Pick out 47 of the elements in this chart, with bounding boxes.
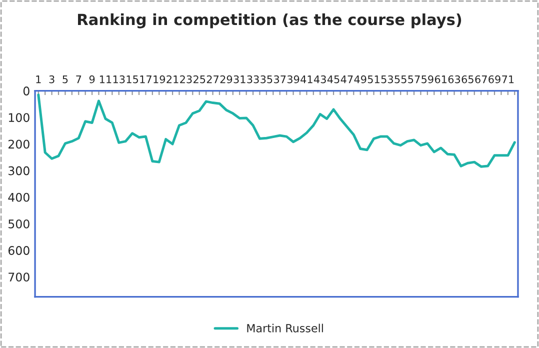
x-tick-label: 37 <box>274 75 286 84</box>
y-tick-label: 0 <box>23 86 30 96</box>
x-tick-label: 19 <box>154 75 166 84</box>
legend-label: Martin Russell <box>247 324 323 332</box>
x-tick-label: 57 <box>408 76 420 84</box>
x-tick-label: 25 <box>194 75 206 84</box>
chart-title: Ranking in competition (as the course plays) <box>78 13 462 28</box>
x-tick-label: 49 <box>354 75 366 84</box>
y-tick-label: 100 <box>8 113 30 122</box>
x-tick-label: 1 <box>36 76 41 84</box>
y-tick-label: 400 <box>8 192 30 202</box>
x-tick-label: 31 <box>234 75 246 84</box>
x-tick-label: 15 <box>126 76 138 84</box>
x-tick-label: 33 <box>247 75 259 84</box>
x-tick-label: 41 <box>300 76 312 84</box>
x-tick-label: 55 <box>394 76 406 84</box>
x-tick-label: 13 <box>113 75 125 84</box>
x-tick-label: 53 <box>381 75 393 84</box>
x-tick-label: 11 <box>100 76 112 84</box>
x-tick-label: 43 <box>314 75 326 84</box>
x-tick-label: 45 <box>327 76 340 84</box>
x-tick-label: 63 <box>448 75 460 84</box>
x-tick-label: 51 <box>368 76 380 84</box>
x-tick-label: 7 <box>76 76 82 84</box>
y-tick-label: 300 <box>8 166 30 176</box>
x-tick-label: 59 <box>422 75 434 84</box>
line-series <box>37 94 516 168</box>
x-tick-label: 47 <box>340 76 353 84</box>
x-tick-label: 23 <box>180 75 192 84</box>
x-tick-label: 3 <box>49 75 54 84</box>
x-tick-label: 65 <box>462 75 474 84</box>
y-tick-label: 700 <box>8 272 30 282</box>
x-tick-label: 35 <box>260 75 272 84</box>
x-tick-label: 67 <box>475 75 487 84</box>
y-tick-label: 500 <box>8 219 30 228</box>
y-tick-label: 600 <box>8 246 30 255</box>
x-tick-label: 5 <box>62 76 68 84</box>
x-tick-label: 17 <box>140 76 152 84</box>
x-tick-label: 29 <box>220 75 232 84</box>
x-tick-label: 39 <box>287 75 300 84</box>
x-tick-label: 9 <box>89 75 95 84</box>
x-tick-label: 21 <box>166 75 178 84</box>
x-tick-label: 27 <box>206 75 219 84</box>
x-tick-label: 61 <box>434 75 447 84</box>
x-tick-label: 71 <box>502 76 514 84</box>
x-tick-label: 69 <box>488 75 500 84</box>
y-tick-label: 200 <box>8 140 30 149</box>
